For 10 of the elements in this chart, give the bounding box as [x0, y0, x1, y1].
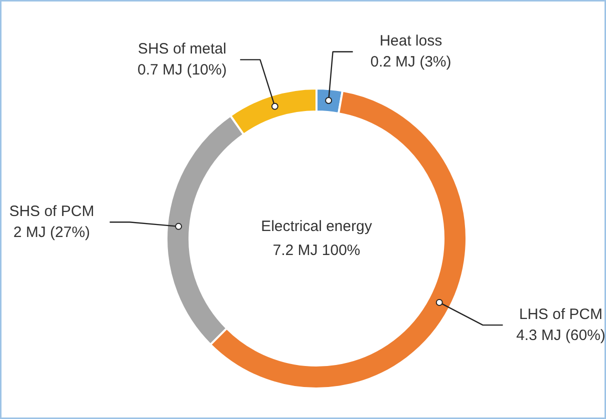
text: Electrical energy	[261, 218, 372, 235]
slice-label: SHS of metal	[138, 40, 226, 58]
data-label: 4.3 MJ (60%)	[516, 327, 606, 344]
slice-label: LHS of PCM	[519, 306, 602, 324]
data-label: 0.7 MJ (10%)	[138, 62, 227, 79]
slice-label: SHS of PCM	[9, 203, 94, 220]
data-label: 2 MJ (27%)	[13, 224, 90, 242]
text: 7.2 MJ 100%	[272, 242, 360, 259]
slice-label: Heat loss	[380, 32, 442, 50]
data-label: 0.2 MJ (3%)	[370, 54, 452, 71]
